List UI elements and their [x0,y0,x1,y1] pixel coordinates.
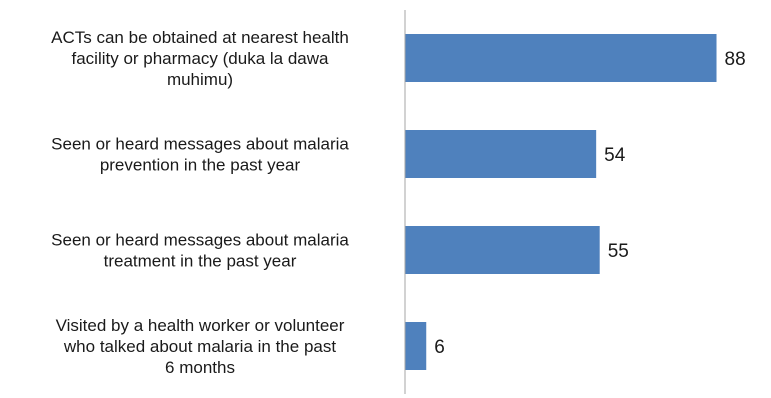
category-label-line: facility or pharmacy (duka la dawa [71,49,329,68]
data-label-1: 54 [604,145,626,166]
category-labels-layer: ACTs can be obtained at nearest health fa… [51,28,349,377]
category-label-3: Visited by a health worker or volunteer w… [56,316,345,377]
bars-layer [405,34,717,370]
bar-1 [405,130,597,178]
category-label-1: Seen or heard messages about malaria prev… [51,135,349,175]
category-label-line: muhimu) [167,70,233,89]
category-label-2: Seen or heard messages about malaria trea… [51,231,349,271]
data-label-2: 55 [608,241,629,262]
category-label-0: ACTs can be obtained at nearest health fa… [51,28,349,89]
category-label-line: who talked about malaria in the past [63,337,336,356]
bar-3 [405,322,427,370]
category-label-line: 6 months [165,358,235,377]
category-label-line: Visited by a health worker or volunteer [56,316,345,335]
data-labels-layer: 88 54 55 6 [434,49,745,358]
category-label-line: Seen or heard messages about malaria [51,135,349,154]
category-label-line: treatment in the past year [104,252,297,271]
data-label-0: 88 [725,49,746,70]
bar-0 [405,34,717,82]
category-label-line: Seen or heard messages about malaria [51,231,349,250]
bar-2 [405,226,600,274]
category-label-line: ACTs can be obtained at nearest health [51,28,349,47]
data-label-3: 6 [434,337,445,358]
category-label-line: prevention in the past year [100,156,301,175]
